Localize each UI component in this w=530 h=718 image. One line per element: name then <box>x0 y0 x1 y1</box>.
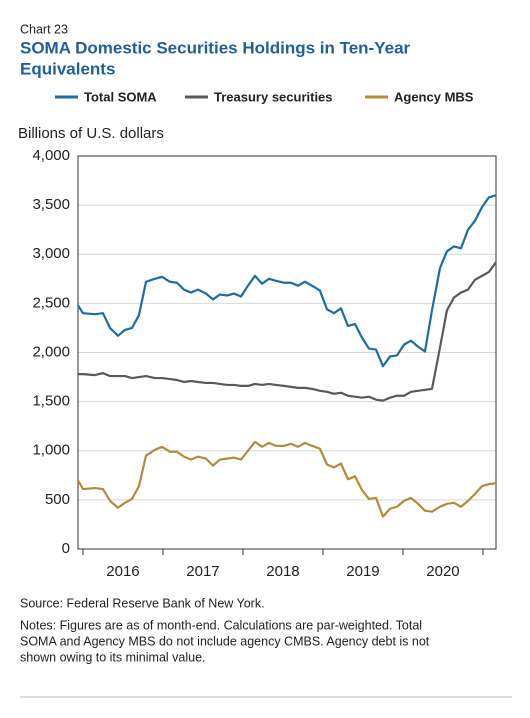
y-tick-label: 4,000 <box>32 147 70 164</box>
y-tick-label: 1,000 <box>32 442 70 459</box>
legend-label: Treasury securities <box>214 89 333 104</box>
x-tick-label: 2017 <box>186 563 219 580</box>
x-tick-label: 2016 <box>106 563 139 580</box>
chart-title: Equivalents <box>20 59 115 78</box>
x-tick-label: 2018 <box>266 563 299 580</box>
y-tick-label: 1,500 <box>32 393 70 410</box>
y-axis-label: Billions of U.S. dollars <box>18 125 164 142</box>
plot-frame <box>77 155 497 550</box>
y-tick-label: 0 <box>62 540 70 557</box>
chart-label: Chart 23 <box>20 22 68 36</box>
y-tick-label: 2,500 <box>32 294 70 311</box>
legend-label: Total SOMA <box>84 89 157 104</box>
legend-label: Agency MBS <box>394 89 474 104</box>
x-tick-label: 2019 <box>346 563 379 580</box>
series-line <box>77 194 497 368</box>
y-tick-label: 2,000 <box>32 343 70 360</box>
series-line <box>77 440 497 518</box>
x-tick-label: 2020 <box>426 563 459 580</box>
y-tick-label: 500 <box>45 491 70 508</box>
y-tick-label: 3,500 <box>32 196 70 213</box>
note: SOMA and Agency MBS do not include agenc… <box>20 634 430 648</box>
note: shown owing to its minimal value. <box>20 650 206 664</box>
y-tick-label: 3,000 <box>32 245 70 262</box>
note: Notes: Figures are as of month-end. Calc… <box>20 618 422 632</box>
series-line <box>78 261 497 402</box>
source: Source: Federal Reserve Bank of New York… <box>20 596 265 610</box>
chart-title: SOMA Domestic Securities Holdings in Ten… <box>20 38 411 57</box>
